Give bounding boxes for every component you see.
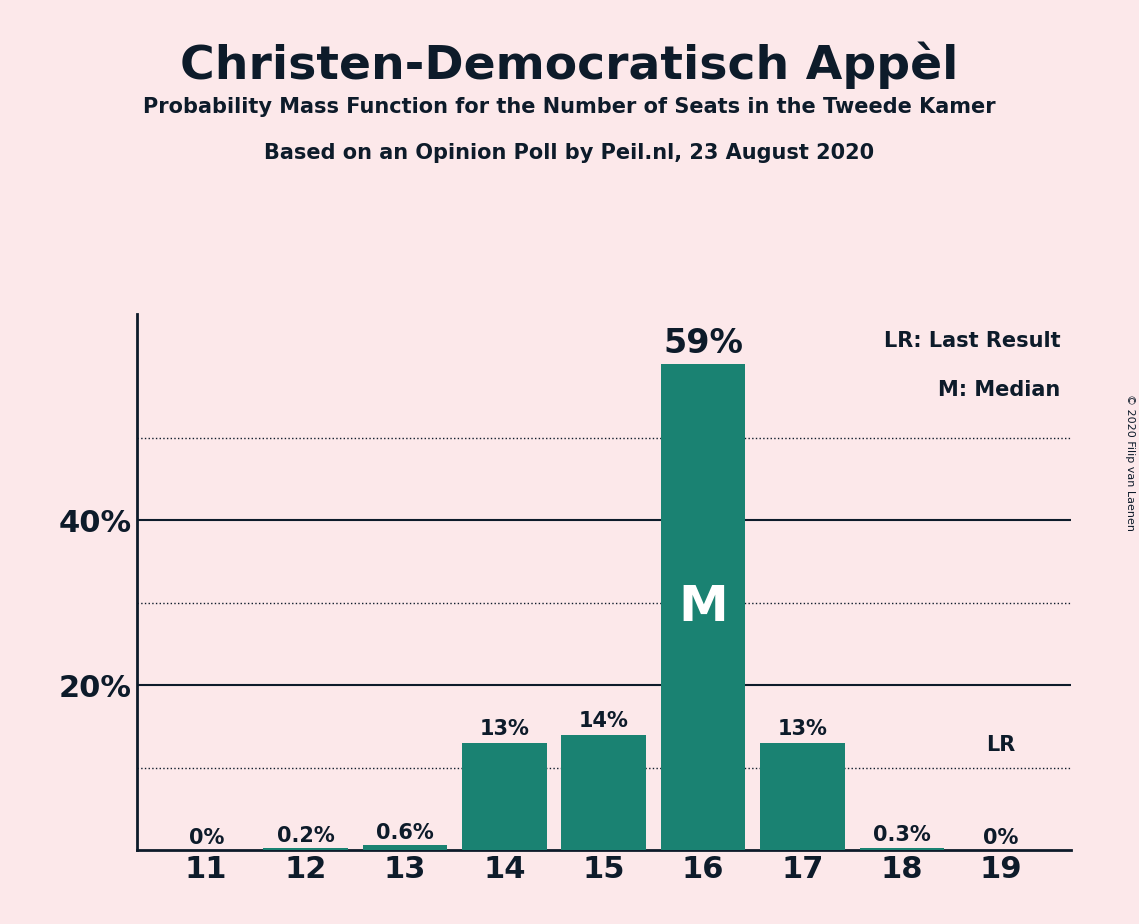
Text: LR: LR [986, 736, 1016, 755]
Text: 0%: 0% [983, 828, 1018, 847]
Text: 59%: 59% [663, 326, 743, 359]
Bar [362, 845, 448, 850]
Text: M: M [678, 583, 728, 631]
Text: LR: Last Result: LR: Last Result [884, 331, 1060, 350]
Text: 0.6%: 0.6% [376, 822, 434, 843]
Bar [760, 743, 845, 850]
Text: 0.2%: 0.2% [277, 826, 335, 846]
Text: Probability Mass Function for the Number of Seats in the Tweede Kamer: Probability Mass Function for the Number… [144, 97, 995, 117]
Bar [462, 743, 547, 850]
Text: © 2020 Filip van Laenen: © 2020 Filip van Laenen [1125, 394, 1134, 530]
Bar [562, 735, 646, 850]
Text: 13%: 13% [778, 719, 827, 739]
Bar [263, 848, 347, 850]
Text: Christen-Democratisch Appèl: Christen-Democratisch Appèl [180, 42, 959, 89]
Text: 0%: 0% [189, 828, 224, 847]
Text: Based on an Opinion Poll by Peil.nl, 23 August 2020: Based on an Opinion Poll by Peil.nl, 23 … [264, 143, 875, 164]
Bar [661, 364, 745, 850]
Text: 0.3%: 0.3% [872, 825, 931, 845]
Text: M: Median: M: Median [939, 380, 1060, 400]
Text: 13%: 13% [480, 719, 530, 739]
Text: 14%: 14% [579, 711, 629, 731]
Bar [860, 847, 944, 850]
